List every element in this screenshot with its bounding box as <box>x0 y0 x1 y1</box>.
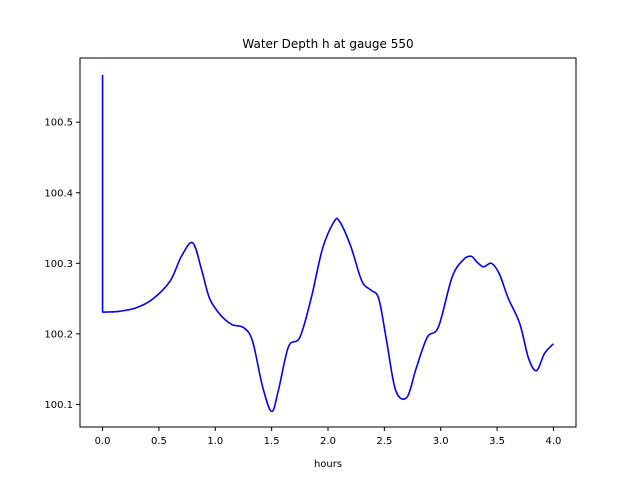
y-tick-label: 100.2 <box>44 329 73 340</box>
x-tick-label: 3.0 <box>433 436 449 447</box>
x-tick-label: 1.5 <box>264 436 280 447</box>
x-tick-label: 0.0 <box>95 436 111 447</box>
y-tick-label: 100.3 <box>44 259 73 270</box>
y-tick-label: 100.5 <box>44 118 73 129</box>
x-tick-label: 2.0 <box>320 436 336 447</box>
x-axis-label: hours <box>314 459 342 470</box>
plot-frame <box>79 57 577 428</box>
y-tick-label: 100.4 <box>44 188 73 199</box>
chart-title: Water Depth h at gauge 550 <box>242 37 413 51</box>
x-tick-label: 1.0 <box>207 436 223 447</box>
x-tick-label: 0.5 <box>151 436 167 447</box>
y-tick-label: 100.1 <box>44 400 73 411</box>
series-line <box>101 74 555 413</box>
x-tick-label: 4.0 <box>546 436 562 447</box>
x-tick-label: 3.5 <box>489 436 505 447</box>
x-tick-label: 2.5 <box>376 436 392 447</box>
